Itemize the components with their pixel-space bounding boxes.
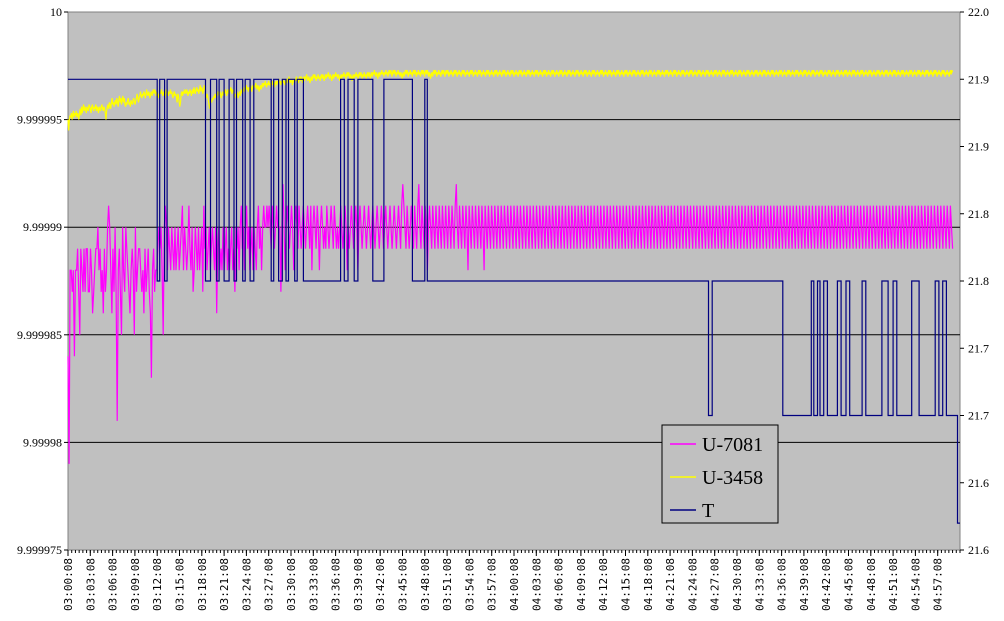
x-tick-label: 03:51:08 [441,558,454,611]
x-tick-label: 04:15:08 [620,558,633,611]
y-left-tick-label: 9.999985 [17,328,62,342]
series-line-u-3458 [67,69,954,131]
y-right-tick-label: 22.0 [968,5,989,19]
series-layer [67,69,960,524]
x-tick-label: 04:54:08 [909,558,922,611]
y-right-tick-label: 21.8 [968,274,989,288]
y-right-tick-label: 21.9 [968,140,989,154]
x-tick-label: 03:30:08 [285,558,298,611]
x-tick-label: 04:48:08 [865,558,878,611]
y-right-tick-label: 21.8 [968,207,989,221]
x-tick-label: 04:06:08 [553,558,566,611]
x-tick-label: 04:33:08 [753,558,766,611]
series-line-t [68,78,960,524]
x-axis: 03:00:08 03:03:08 03:06:08 03:09:08 03:12:08… [62,550,961,611]
y-left-tick-label: 10 [50,5,62,19]
x-tick-label: 04:09:08 [575,558,588,611]
legend-label: U-3458 [702,467,763,489]
y-left-tick-label: 9.999995 [17,113,62,127]
x-tick-label: 03:18:08 [196,558,209,611]
x-tick-label: 04:27:08 [709,558,722,611]
x-tick-label: 04:42:08 [820,558,833,611]
x-tick-label: 04:36:08 [776,558,789,611]
legend: U-7081 U-3458 T [661,424,779,524]
x-tick-label: 04:57:08 [932,558,945,611]
x-tick-label: 04:18:08 [642,558,655,611]
legend-label: T [702,500,714,522]
x-tick-label: 03:06:08 [107,558,120,611]
x-tick-label: 03:03:08 [84,558,97,611]
x-tick-label: 03:09:08 [129,558,142,611]
x-tick-label: 03:39:08 [352,558,365,611]
left-axis: 10 9.999995 9.99999 9.999985 9.99998 9.999975 [17,5,68,557]
x-tick-label: 04:03:08 [530,558,543,611]
x-tick-label: 03:27:08 [263,558,276,611]
y-right-tick-label: 21.6 [968,476,989,490]
x-tick-label: 04:00:08 [508,558,521,611]
x-tick-label: 03:00:08 [62,558,75,611]
x-tick-label: 03:57:08 [486,558,499,611]
x-tick-label: 03:54:08 [463,558,476,611]
x-tick-label: 03:24:08 [240,558,253,611]
x-tick-label: 04:12:08 [597,558,610,611]
y-left-tick-label: 9.999975 [17,543,62,557]
x-tick-label: 03:15:08 [174,558,187,611]
x-tick-label: 04:45:08 [843,558,856,611]
y-right-tick-label: 21.6 [968,543,989,557]
x-tick-label: 03:12:08 [151,558,164,611]
y-left-tick-label: 9.99998 [23,435,62,449]
x-tick-label: 03:48:08 [419,558,432,611]
y-left-tick-label: 9.99999 [23,220,62,234]
y-right-tick-label: 21.7 [968,409,989,423]
y-right-tick-label: 21.9 [968,72,989,86]
y-right-tick-label: 21.7 [968,341,989,355]
x-tick-label: 04:24:08 [686,558,699,611]
x-tick-label: 03:45:08 [397,558,410,611]
legend-label: U-7081 [702,434,763,456]
legend-box [661,424,779,524]
x-tick-label: 03:36:08 [330,558,343,611]
x-tick-label: 03:21:08 [218,558,231,611]
x-tick-label: 04:21:08 [664,558,677,611]
x-tick-label: 03:42:08 [374,558,387,611]
x-tick-label: 03:33:08 [307,558,320,611]
right-axis: 22.0 21.9 21.9 21.8 21.8 21.7 21.7 21.6 21.6 [960,5,989,557]
series-line-u-7081 [67,184,954,464]
x-tick-label: 04:30:08 [731,558,744,611]
x-tick-label: 04:39:08 [798,558,811,611]
x-tick-label: 04:51:08 [887,558,900,611]
